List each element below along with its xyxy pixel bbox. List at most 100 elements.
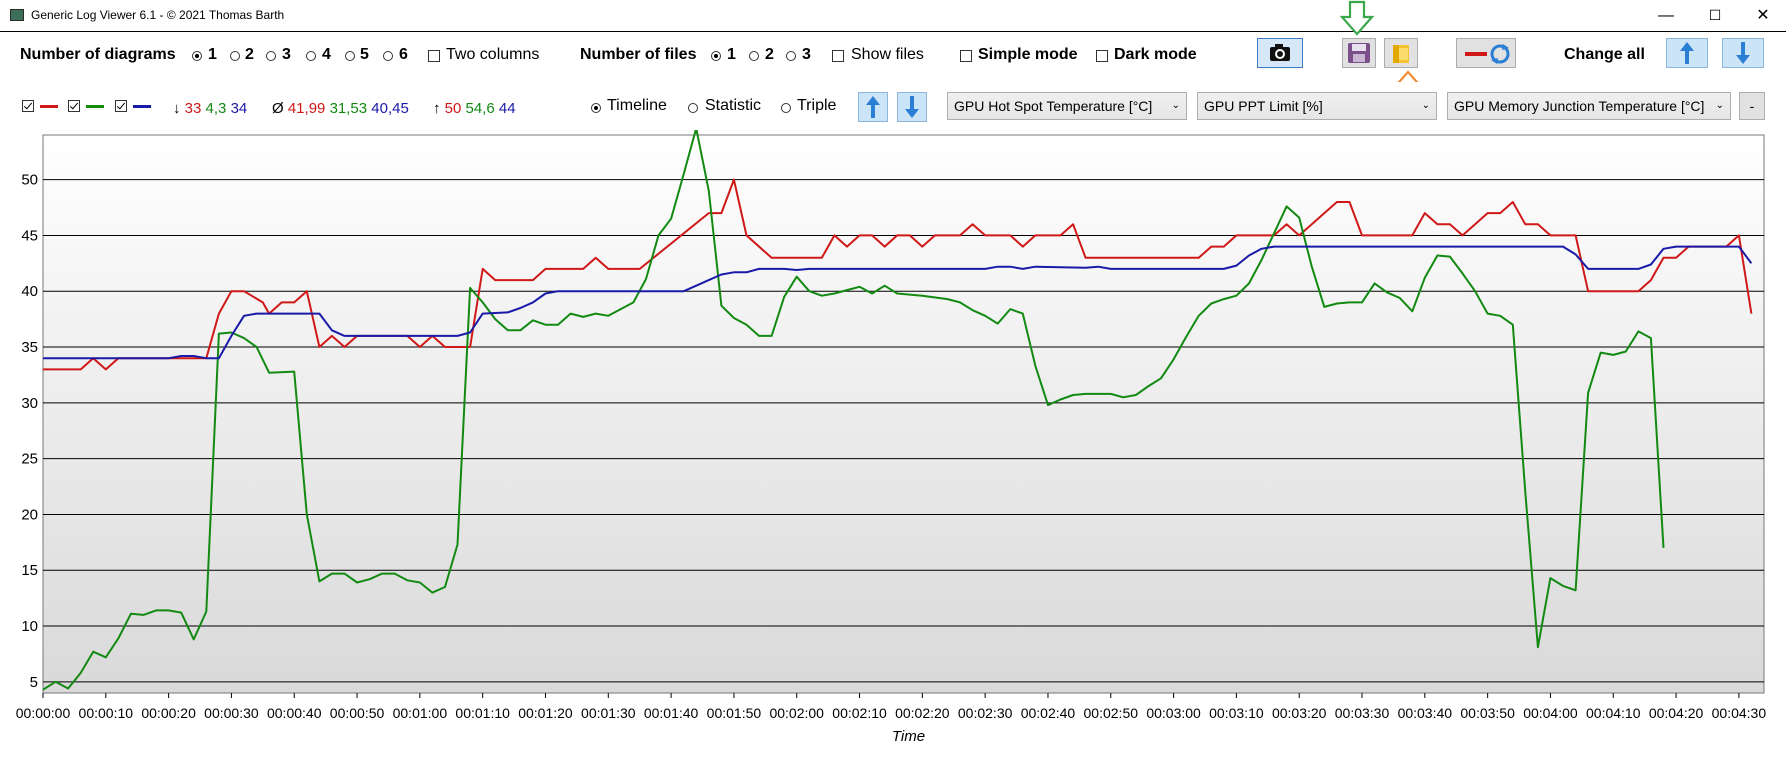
- max-value-series-2: 54,6: [465, 100, 495, 117]
- min-value-series-3: 34: [230, 100, 248, 117]
- x-tick-label: 00:03:10: [1209, 705, 1264, 721]
- files-radio-3[interactable]: [786, 51, 796, 61]
- series-3-swatch: [133, 105, 151, 108]
- show-files-checkbox[interactable]: [832, 50, 844, 62]
- y-tick-label: 40: [21, 283, 38, 300]
- series-1-checkbox[interactable]: [22, 100, 34, 112]
- two-columns-label: Two columns: [446, 46, 540, 63]
- view-option-triple: Triple: [797, 97, 837, 114]
- files-option-1: 1: [727, 46, 736, 63]
- move-down-all-button[interactable]: [1722, 38, 1764, 68]
- dark-mode-label: Dark mode: [1114, 46, 1197, 63]
- avg-symbol: Ø: [272, 100, 284, 117]
- x-tick-label: 00:01:00: [393, 705, 448, 721]
- x-tick-label: 00:00:30: [204, 705, 259, 721]
- x-tick-label: 00:03:50: [1460, 705, 1515, 721]
- plot-area: [42, 134, 1765, 694]
- files-radio-2[interactable]: [749, 51, 759, 61]
- save-button[interactable]: [1342, 38, 1376, 68]
- avg-value-series-3: 40,45: [371, 100, 409, 117]
- diagrams-option-2: 2: [245, 46, 254, 63]
- diagrams-label: Number of diagrams: [20, 46, 176, 63]
- files-option-2: 2: [765, 46, 774, 63]
- diagrams-radio-4[interactable]: [306, 51, 316, 61]
- move-up-button[interactable]: [858, 92, 888, 122]
- x-tick-label: 00:01:20: [518, 705, 573, 721]
- max-value-series-1: 50: [444, 100, 462, 117]
- save-annotation-arrow: [1339, 0, 1375, 36]
- series-3-checkbox[interactable]: [115, 100, 127, 112]
- chevron-down-icon: ⌄: [1171, 100, 1180, 111]
- series-1-dropdown-value: GPU Hot Spot Temperature [°C]: [954, 98, 1153, 114]
- diagram-controls: Timeline Statistic Triple GPU Hot Spot T…: [0, 82, 1786, 130]
- x-tick-label: 00:02:20: [895, 705, 950, 721]
- view-radio-timeline[interactable]: [591, 103, 601, 113]
- move-down-button[interactable]: [897, 92, 927, 122]
- series-2-checkbox[interactable]: [68, 100, 80, 112]
- diagrams-option-1: 1: [208, 46, 217, 63]
- x-tick-label: 00:02:40: [1021, 705, 1076, 721]
- series-line-1: [43, 178, 1753, 371]
- diagrams-option-6: 6: [399, 46, 408, 63]
- files-radio-1[interactable]: [711, 51, 721, 61]
- series-2-dropdown-value: GPU PPT Limit [%]: [1204, 98, 1323, 114]
- remove-diagram-button[interactable]: -: [1739, 92, 1765, 120]
- y-tick-label: 10: [21, 618, 38, 635]
- x-tick-label: 00:00:40: [267, 705, 322, 721]
- x-tick-label: 00:02:50: [1084, 705, 1139, 721]
- diagrams-radio-5[interactable]: [345, 51, 355, 61]
- x-tick-label: 00:00:00: [16, 705, 71, 721]
- x-tick-label: 00:03:40: [1398, 705, 1453, 721]
- series-1-dropdown[interactable]: GPU Hot Spot Temperature [°C] ⌄: [947, 92, 1187, 120]
- diagrams-option-5: 5: [360, 46, 369, 63]
- diagrams-option-4: 4: [322, 46, 331, 63]
- y-tick-label: 25: [21, 451, 38, 468]
- x-tick-label: 00:04:20: [1649, 705, 1704, 721]
- series-3-dropdown-value: GPU Memory Junction Temperature [°C]: [1454, 98, 1705, 114]
- x-tick-label: 00:03:20: [1272, 705, 1327, 721]
- x-tick-label: 00:01:10: [455, 705, 510, 721]
- screenshot-button[interactable]: [1257, 38, 1303, 68]
- maximize-button[interactable]: ☐: [1708, 7, 1722, 23]
- x-tick-label: 00:04:30: [1712, 705, 1767, 721]
- open-file-button[interactable]: [1384, 38, 1418, 68]
- files-option-3: 3: [802, 46, 811, 63]
- y-tick-label: 50: [21, 172, 38, 189]
- arrow-up-icon: [1680, 42, 1694, 64]
- series-2-dropdown[interactable]: GPU PPT Limit [%] ⌄: [1197, 92, 1437, 120]
- diagrams-radio-6[interactable]: [383, 51, 393, 61]
- x-tick-label: 00:02:00: [769, 705, 824, 721]
- avg-value-series-1: 41,99: [287, 100, 326, 117]
- x-tick-label: 00:02:10: [832, 705, 887, 721]
- min-value-series-1: 33: [184, 100, 202, 117]
- diagrams-radio-2[interactable]: [230, 51, 240, 61]
- diagrams-option-3: 3: [282, 46, 291, 63]
- avg-stats: Ø 41,99 31,53 40,45: [272, 100, 409, 117]
- series-2-swatch: [86, 105, 104, 108]
- view-radio-statistic[interactable]: [688, 103, 698, 113]
- minimize-button[interactable]: —: [1658, 7, 1674, 24]
- series-line-2: [42, 127, 1665, 691]
- show-files-label: Show files: [851, 46, 924, 63]
- x-tick-label: 00:01:30: [581, 705, 636, 721]
- chevron-down-icon: ⌄: [1715, 100, 1724, 111]
- x-tick-label: 00:02:30: [958, 705, 1013, 721]
- swap-series-button[interactable]: [1456, 38, 1516, 68]
- y-tick-label: 30: [21, 395, 38, 412]
- view-radio-triple[interactable]: [781, 103, 791, 113]
- arrow-up-icon: [866, 96, 880, 118]
- move-up-all-button[interactable]: [1666, 38, 1708, 68]
- series-line-3: [43, 245, 1753, 360]
- close-button[interactable]: ✕: [1756, 7, 1770, 24]
- simple-mode-checkbox[interactable]: [960, 50, 972, 62]
- series-3-dropdown[interactable]: GPU Memory Junction Temperature [°C] ⌄: [1447, 92, 1731, 120]
- dark-mode-checkbox[interactable]: [1096, 50, 1108, 62]
- change-all-label: Change all: [1564, 46, 1645, 63]
- x-axis-label: Time: [892, 728, 925, 745]
- diagrams-radio-1[interactable]: [192, 51, 202, 61]
- diagrams-radio-3[interactable]: [266, 51, 276, 61]
- x-tick-label: 00:00:50: [330, 705, 385, 721]
- files-label: Number of files: [580, 46, 697, 63]
- series-1-swatch: [40, 105, 58, 108]
- two-columns-checkbox[interactable]: [428, 50, 440, 62]
